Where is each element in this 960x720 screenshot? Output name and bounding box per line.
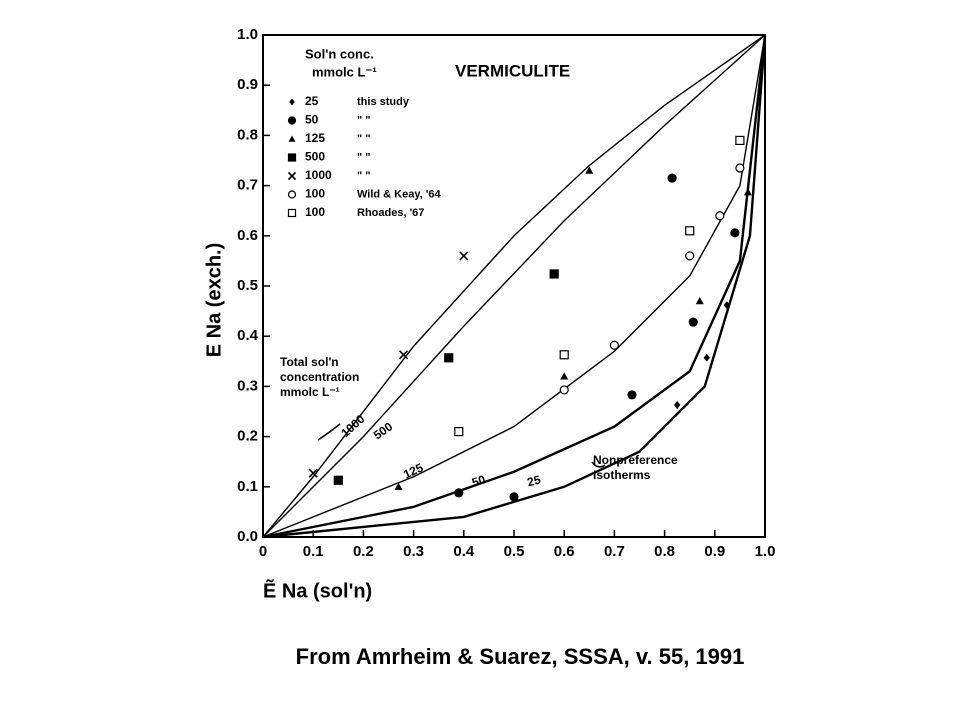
data-point <box>743 188 752 196</box>
x-tick-label: 0.9 <box>704 543 725 560</box>
data-point <box>459 251 469 261</box>
data-point <box>688 317 698 327</box>
y-tick-label: 0.0 <box>237 528 258 545</box>
data-point <box>549 269 559 279</box>
data-point <box>735 163 745 173</box>
data-point <box>398 350 409 360</box>
isotherm-curve <box>262 34 766 538</box>
y-tick-label: 0.5 <box>237 277 258 294</box>
legend-source: Wild & Keay, '64 <box>357 188 441 200</box>
chart-title: VERMICULITE <box>455 61 570 80</box>
isotherm-curve <box>262 34 766 538</box>
annotation-arrow <box>317 423 341 441</box>
y-tick-label: 0.8 <box>237 126 258 143</box>
curve-label: 125 <box>401 460 425 481</box>
data-point <box>585 166 594 174</box>
data-point <box>627 390 637 400</box>
legend-source: " " <box>357 114 371 126</box>
y-tick-label: 1.0 <box>237 26 258 43</box>
data-point <box>454 426 464 437</box>
data-point <box>667 173 677 183</box>
data-point <box>735 135 745 146</box>
isotherm-curve <box>262 34 766 538</box>
legend-title: Sol'n conc. <box>305 46 374 61</box>
legend-marker <box>288 135 296 142</box>
annotation-box: Nonpreference Isotherms <box>593 453 678 482</box>
data-point <box>673 400 681 409</box>
legend-name: 500 <box>305 150 325 164</box>
data-point <box>703 353 710 362</box>
y-tick-label: 0.1 <box>237 478 258 495</box>
legend-marker <box>289 98 295 106</box>
x-tick-label: 0.6 <box>554 543 575 560</box>
annotation: Nonpreference Isotherms <box>593 453 678 482</box>
data-point <box>560 372 569 380</box>
legend-source: " " <box>357 170 371 182</box>
legend-source: Rhoades, '67 <box>357 207 424 219</box>
x-tick-label: 0.5 <box>504 543 525 560</box>
data-point <box>444 353 454 363</box>
y-axis-label: E Na (exch.) <box>203 243 225 357</box>
data-point <box>308 468 318 478</box>
legend-source: this study <box>357 96 410 108</box>
legend-name: 125 <box>305 131 325 145</box>
legend-marker <box>287 190 297 199</box>
y-tick-label: 0.6 <box>237 227 258 244</box>
legend-marker <box>287 171 297 181</box>
x-tick-label: 0.8 <box>654 543 675 560</box>
data-point <box>559 350 569 360</box>
data-point <box>730 228 740 238</box>
y-tick-label: 0.7 <box>237 177 258 194</box>
x-tick-label: 0.3 <box>403 543 424 560</box>
legend-name: 100 <box>305 205 325 219</box>
x-tick-label: 0 <box>259 543 267 560</box>
x-tick-label: 0.7 <box>604 543 625 560</box>
isotherm-curve <box>262 34 767 539</box>
annotation: Total sol'n concentration mmolc L⁻¹ <box>280 355 360 399</box>
curve-label: 25 <box>526 472 543 489</box>
data-point <box>609 340 620 350</box>
legend-marker <box>287 153 297 162</box>
data-point <box>394 482 403 490</box>
y-tick-label: 0.9 <box>237 76 258 93</box>
data-point <box>559 385 569 395</box>
data-point <box>715 211 725 221</box>
caption: From Amrheim & Suarez, SSSA, v. 55, 1991 <box>296 644 745 669</box>
legend-name: 100 <box>305 187 325 201</box>
annotation-box: Total sol'n concentration mmolc L⁻¹ <box>280 355 360 399</box>
legend-marker <box>287 116 297 125</box>
legend-marker <box>287 208 297 218</box>
legend-source: " " <box>357 151 371 163</box>
data-point <box>454 488 464 498</box>
x-axis-label: Ẽ Na (sol'n) <box>263 579 372 602</box>
isotherm-curve <box>262 34 767 539</box>
legend-name: 25 <box>305 94 319 108</box>
y-tick-label: 0.3 <box>237 377 258 394</box>
data-point <box>723 301 731 310</box>
legend-source: " " <box>357 133 371 145</box>
data-point <box>509 492 519 502</box>
x-tick-label: 1.0 <box>755 543 776 560</box>
x-tick-label: 0.1 <box>303 543 324 560</box>
data-point <box>695 297 704 305</box>
data-point <box>685 226 695 236</box>
legend-name: 50 <box>305 113 319 127</box>
legend-subtitle: mmolc L⁻¹ <box>312 64 377 79</box>
x-tick-label: 0.4 <box>453 543 475 560</box>
y-tick-label: 0.2 <box>237 428 258 445</box>
y-tick-label: 0.4 <box>237 327 259 344</box>
data-point <box>333 475 343 485</box>
annotation-arrow <box>591 461 606 468</box>
legend-name: 1000 <box>305 168 332 182</box>
data-point <box>685 251 695 261</box>
curve-label: 50 <box>470 472 487 490</box>
x-tick-label: 0.2 <box>353 543 374 560</box>
